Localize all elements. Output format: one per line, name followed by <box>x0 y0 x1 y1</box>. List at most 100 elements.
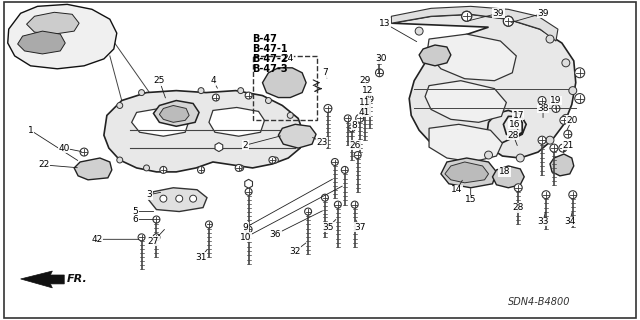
Text: 5: 5 <box>132 207 138 216</box>
Text: 10: 10 <box>240 233 252 242</box>
Circle shape <box>138 234 145 241</box>
Polygon shape <box>429 124 502 162</box>
Circle shape <box>461 11 472 21</box>
Circle shape <box>198 166 205 173</box>
Circle shape <box>575 68 585 78</box>
Circle shape <box>348 125 355 132</box>
Text: 24: 24 <box>283 54 294 63</box>
Text: 13: 13 <box>379 19 390 28</box>
Text: 19: 19 <box>550 96 562 105</box>
Polygon shape <box>8 4 116 69</box>
Circle shape <box>160 166 167 173</box>
Text: 20: 20 <box>566 116 577 125</box>
Circle shape <box>245 92 252 99</box>
Circle shape <box>160 195 167 202</box>
Circle shape <box>516 154 524 162</box>
Circle shape <box>575 93 585 103</box>
Circle shape <box>504 17 512 25</box>
Circle shape <box>176 195 182 202</box>
Circle shape <box>332 158 339 165</box>
Text: 37: 37 <box>354 223 365 232</box>
Text: 11: 11 <box>359 98 371 107</box>
Text: 15: 15 <box>465 195 476 204</box>
Circle shape <box>212 94 220 101</box>
Text: 29: 29 <box>359 76 371 85</box>
Polygon shape <box>74 158 112 180</box>
Circle shape <box>562 114 570 122</box>
Text: 3: 3 <box>147 190 152 199</box>
Polygon shape <box>154 100 199 126</box>
Polygon shape <box>262 68 306 98</box>
Text: 27: 27 <box>148 237 159 246</box>
Text: 8: 8 <box>352 121 358 130</box>
Polygon shape <box>159 106 189 122</box>
Circle shape <box>463 12 470 20</box>
Text: 17: 17 <box>513 111 524 120</box>
Circle shape <box>542 191 550 199</box>
Text: B-47-2: B-47-2 <box>253 54 288 64</box>
Circle shape <box>273 157 278 163</box>
Polygon shape <box>278 124 316 148</box>
Polygon shape <box>392 14 576 158</box>
Circle shape <box>560 116 568 124</box>
Text: 1: 1 <box>28 126 33 135</box>
Text: B-47: B-47 <box>253 34 278 44</box>
Text: 23: 23 <box>316 138 328 147</box>
Circle shape <box>153 234 160 241</box>
Polygon shape <box>550 154 574 176</box>
Circle shape <box>564 130 572 138</box>
Polygon shape <box>104 91 303 172</box>
Text: 26: 26 <box>349 140 360 150</box>
Circle shape <box>245 188 252 195</box>
Circle shape <box>236 164 242 172</box>
Circle shape <box>153 216 160 223</box>
Circle shape <box>415 27 423 35</box>
Circle shape <box>198 88 204 93</box>
Circle shape <box>559 144 567 152</box>
Polygon shape <box>244 179 253 188</box>
Text: 22: 22 <box>39 160 50 170</box>
Circle shape <box>266 98 271 103</box>
Text: 40: 40 <box>58 144 70 153</box>
Text: 7: 7 <box>322 68 328 77</box>
Text: 39: 39 <box>493 9 504 18</box>
Circle shape <box>334 201 341 208</box>
Circle shape <box>376 69 383 77</box>
Circle shape <box>324 105 332 112</box>
Circle shape <box>245 226 252 233</box>
Text: 33: 33 <box>538 217 548 226</box>
Text: 6: 6 <box>132 215 138 224</box>
Text: B-47-1: B-47-1 <box>253 44 288 54</box>
Circle shape <box>287 112 293 118</box>
Text: 38: 38 <box>538 104 548 113</box>
Polygon shape <box>425 81 506 122</box>
Circle shape <box>538 97 546 105</box>
Circle shape <box>143 165 150 171</box>
Text: 39: 39 <box>538 9 548 18</box>
Circle shape <box>341 166 348 173</box>
Text: 31: 31 <box>195 253 207 262</box>
Polygon shape <box>419 45 451 66</box>
Circle shape <box>237 88 244 93</box>
Text: 9: 9 <box>243 223 248 232</box>
Polygon shape <box>132 108 189 136</box>
Text: 42: 42 <box>92 235 102 244</box>
Circle shape <box>205 221 212 228</box>
Circle shape <box>189 195 196 202</box>
Text: 14: 14 <box>451 185 463 194</box>
Text: 2: 2 <box>243 140 248 150</box>
Polygon shape <box>209 108 264 136</box>
Circle shape <box>504 16 513 26</box>
Text: 36: 36 <box>269 230 281 239</box>
Text: 32: 32 <box>289 247 301 256</box>
Circle shape <box>461 11 472 21</box>
Circle shape <box>552 105 560 112</box>
Circle shape <box>366 95 373 102</box>
Text: SDN4-B4800: SDN4-B4800 <box>508 297 571 307</box>
Polygon shape <box>148 188 207 212</box>
Circle shape <box>351 201 358 208</box>
Circle shape <box>80 148 88 156</box>
Circle shape <box>139 90 145 96</box>
Circle shape <box>269 156 276 164</box>
Text: B-47-3: B-47-3 <box>253 64 288 74</box>
